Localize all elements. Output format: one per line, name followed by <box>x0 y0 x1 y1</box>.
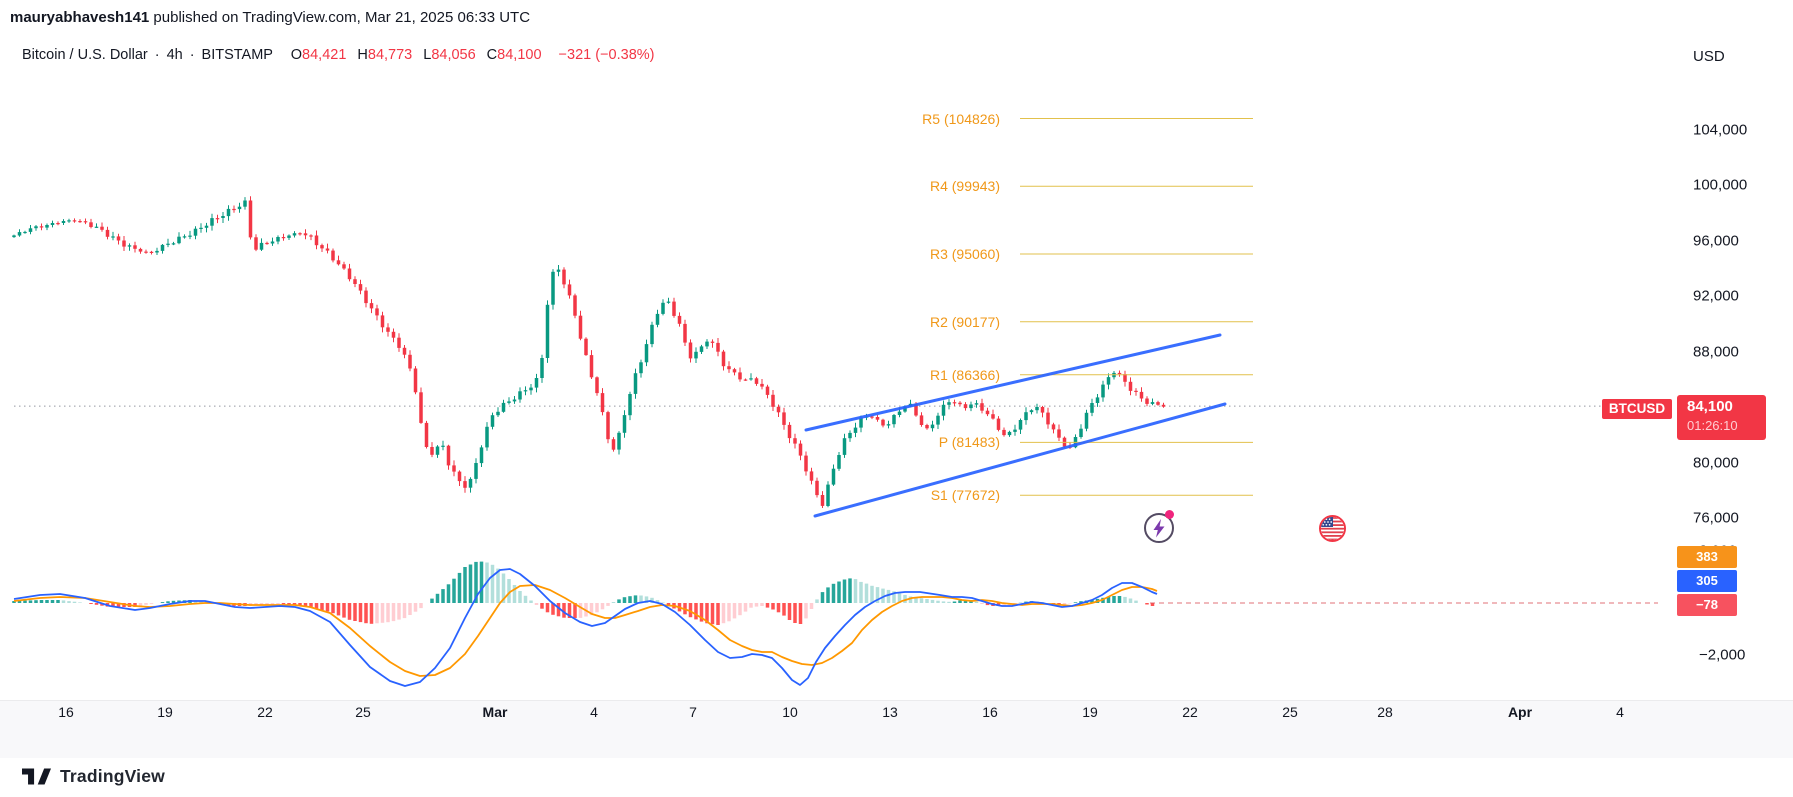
candlestick-series <box>12 196 1166 508</box>
interval-label: 4h <box>166 47 183 63</box>
candle-countdown: 01:26:10 <box>1687 418 1738 433</box>
symbol-price-flag: BTCUSD <box>1602 399 1672 419</box>
last-price-badge: 84,100 01:26:10 <box>1677 395 1766 440</box>
tradingview-footer: TradingView <box>22 763 165 789</box>
macd-histogram <box>12 561 1155 625</box>
tradingview-logo-icon[interactable] <box>22 765 51 788</box>
change-value: −321 (−0.38%) <box>558 47 655 63</box>
exchange-label: BITSTAMP <box>201 47 273 63</box>
macd-signal-line <box>13 584 1158 677</box>
separator-dot: · <box>189 47 195 63</box>
published-line: mauryabhavesh141 published on TradingVie… <box>10 9 530 26</box>
notification-dot <box>1165 510 1174 519</box>
pivot-level-label: R5 (104826) <box>922 110 1000 127</box>
published-text: published on TradingView.com, Mar 21, 20… <box>149 9 531 26</box>
ohlc-o: O84,421 <box>290 47 347 63</box>
ohlc-c: C84,100 <box>486 47 542 63</box>
channel-lower-line <box>813 402 1227 518</box>
macd-lines <box>13 568 1658 687</box>
footer-bar <box>0 758 1793 797</box>
pivot-level-label: R2 (90177) <box>929 313 1000 330</box>
ohlc-l: L84,056 <box>423 47 476 63</box>
pivot-level-label: P (81483) <box>938 434 1000 451</box>
pivot-level-label: S1 (77672) <box>930 487 1000 504</box>
pivot-level-label: R4 (99943) <box>929 178 1000 195</box>
flash-icon-ring <box>1144 513 1174 543</box>
macd-main-line <box>13 568 1158 687</box>
symbol-name: Bitcoin / U.S. Dollar <box>22 47 148 63</box>
last-price-value: 84,100 <box>1687 398 1733 415</box>
author-username[interactable]: mauryabhavesh141 <box>10 9 150 26</box>
currency-label[interactable]: USD <box>1693 48 1725 65</box>
tradingview-brand-text[interactable]: TradingView <box>60 765 165 786</box>
ohlc-h: H84,773 <box>357 47 413 63</box>
us-flag-icon <box>1319 515 1346 542</box>
time-axis-strip[interactable] <box>0 700 1793 759</box>
trend-channel <box>804 333 1227 518</box>
flash-event-icon[interactable] <box>1144 510 1174 543</box>
symbol-title[interactable]: Bitcoin / U.S. Dollar · 4h · BITSTAMP <box>22 47 277 63</box>
us-economic-event-icon[interactable] <box>1319 515 1346 542</box>
lightning-bolt-icon <box>1153 519 1165 538</box>
symbol-header: Bitcoin / U.S. Dollar · 4h · BITSTAMP O84,42… <box>22 47 654 63</box>
ohlc-values: O84,421 H84,773 L84,056 C84,100 <box>291 47 553 63</box>
channel-upper-line <box>804 333 1222 432</box>
separator-dot: · <box>154 47 160 63</box>
pivot-level-label: R3 (95060) <box>929 246 1000 263</box>
pivot-level-label: R1 (86366) <box>929 366 1000 383</box>
pivot-level-lines <box>1020 118 1253 496</box>
